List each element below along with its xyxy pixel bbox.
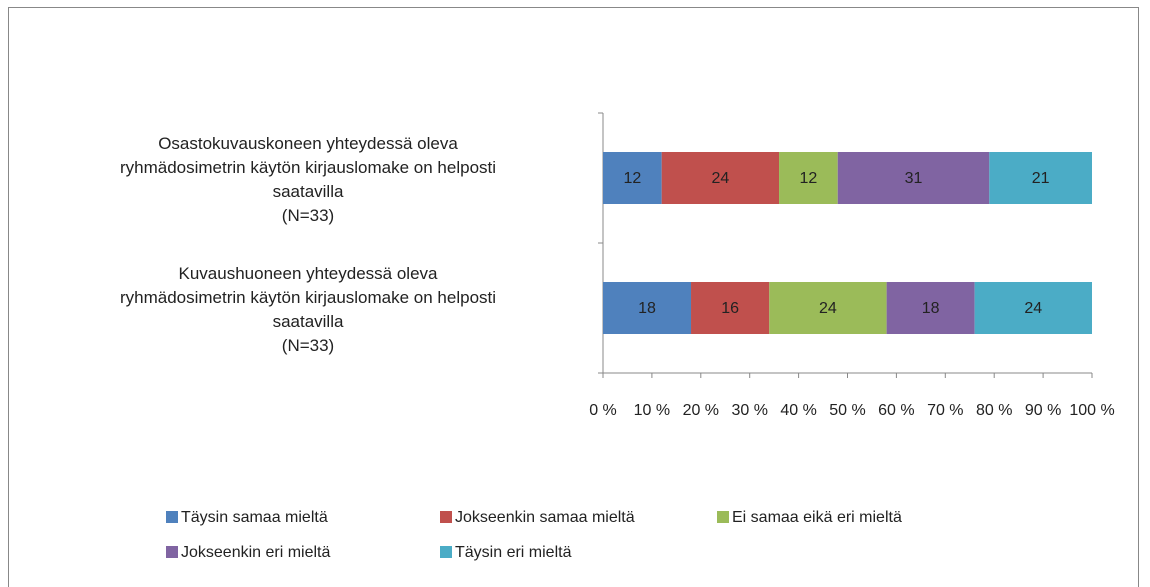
legend-swatch: [440, 511, 452, 523]
legend-label: Ei samaa eikä eri mieltä: [732, 509, 902, 526]
data-label: 24: [711, 170, 729, 187]
bar-segment: [837, 152, 990, 204]
bar-segment: [661, 152, 780, 204]
legend-label: Jokseenkin eri mieltä: [181, 544, 331, 561]
legend-swatch: [166, 511, 178, 523]
bar-segment: [769, 282, 887, 334]
x-tick-label: 70 %: [927, 402, 963, 419]
legend-swatch: [166, 546, 178, 558]
x-tick-label: 90 %: [1025, 402, 1061, 419]
x-tick-label: 10 %: [634, 402, 670, 419]
chart-frame: [8, 7, 1139, 587]
data-label: 24: [1024, 300, 1042, 317]
bar-segment: [603, 282, 692, 334]
bar-segment: [974, 282, 1092, 334]
x-tick-label: 40 %: [780, 402, 816, 419]
category-label: Kuvaushuoneen yhteydessä oleva ryhmädosi…: [119, 264, 497, 355]
legend-swatch: [440, 546, 452, 558]
x-tick-label: 80 %: [976, 402, 1012, 419]
legend-swatch: [717, 511, 729, 523]
x-tick-label: 50 %: [829, 402, 865, 419]
data-label: 12: [623, 170, 641, 187]
legend-label: Jokseenkin samaa mieltä: [455, 509, 635, 526]
bar-segment: [989, 152, 1092, 204]
legend-label: Täysin eri mieltä: [455, 544, 572, 561]
x-tick-label: 100 %: [1069, 402, 1114, 419]
data-label: 21: [1032, 170, 1050, 187]
bar-segment: [603, 152, 662, 204]
data-label: 31: [905, 170, 923, 187]
x-tick-label: 0 %: [589, 402, 617, 419]
data-label: 18: [922, 300, 940, 317]
data-label: 12: [799, 170, 817, 187]
bar-segment: [779, 152, 838, 204]
x-tick-label: 30 %: [731, 402, 767, 419]
category-label: Osastokuvauskoneen yhteydessä oleva ryhm…: [119, 134, 497, 225]
data-label: 24: [819, 300, 837, 317]
bar-segment: [886, 282, 975, 334]
x-tick-label: 60 %: [878, 402, 914, 419]
data-label: 16: [721, 300, 739, 317]
data-label: 18: [638, 300, 656, 317]
legend-label: Täysin samaa mieltä: [181, 509, 328, 526]
bar-segment: [691, 282, 770, 334]
x-tick-label: 20 %: [683, 402, 719, 419]
